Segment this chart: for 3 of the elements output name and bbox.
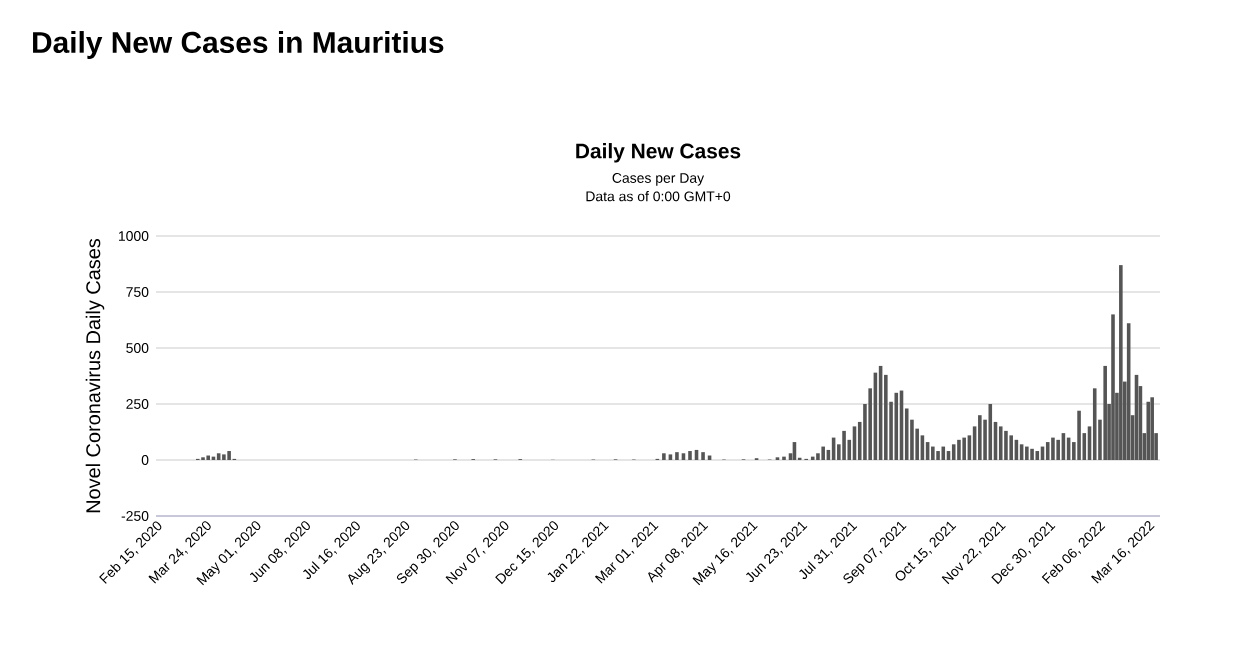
- y-axis-title: Novel Coronavirus Daily Cases: [85, 238, 105, 513]
- chart-title: Daily New Cases in Mauritius: [33, 31, 444, 59]
- chart-subtitle: Daily New Cases: [576, 143, 741, 163]
